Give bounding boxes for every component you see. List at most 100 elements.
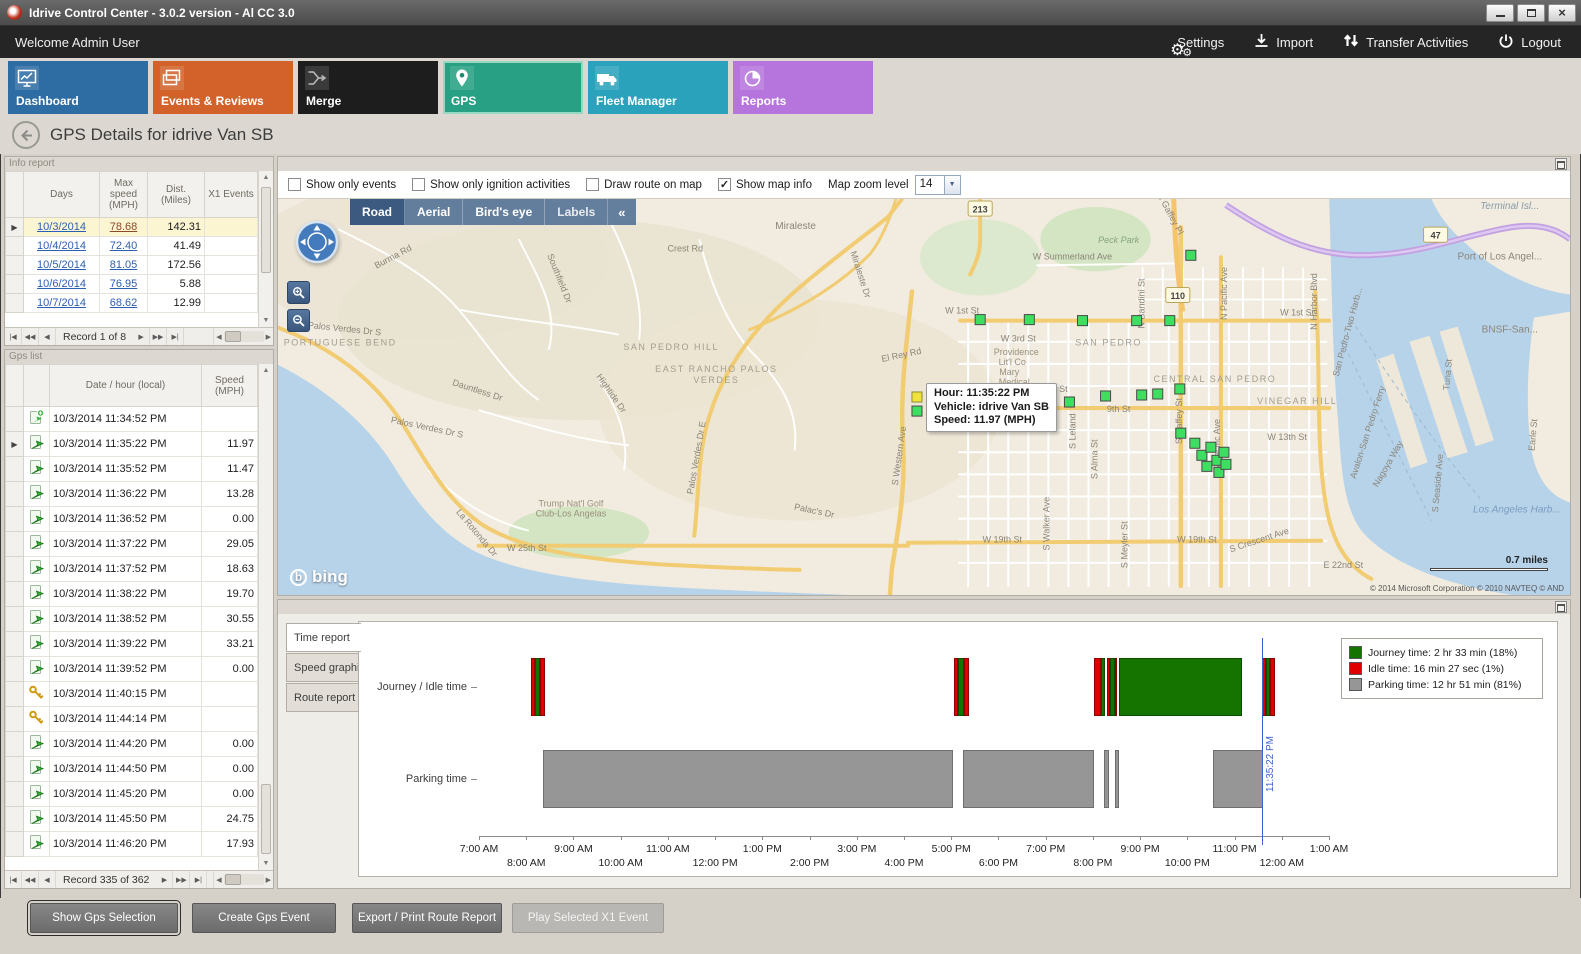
gps-marker-green[interactable] xyxy=(1152,388,1164,400)
gps-list-row[interactable]: 10/3/2014 11:36:52 PM 0.00 xyxy=(5,506,258,532)
gps-marker-green[interactable] xyxy=(1185,249,1197,261)
max-speed-link[interactable]: 72.40 xyxy=(99,236,148,256)
chart-maximize-button[interactable] xyxy=(1555,601,1567,613)
col-dist[interactable]: Dist. (Miles) xyxy=(147,171,205,218)
col-max-speed[interactable]: Max speed (MPH) xyxy=(99,171,148,218)
scroll-thumb[interactable] xyxy=(261,187,271,273)
col-datetime[interactable]: Date / hour (local) xyxy=(49,364,202,407)
gps-vertical-scrollbar[interactable]: ▲ ▼ xyxy=(258,364,273,870)
col-x1-events[interactable]: X1 Events xyxy=(204,171,258,218)
chart-cursor[interactable]: 11:35:22 PM xyxy=(1262,638,1276,845)
info-vertical-scrollbar[interactable]: ▲ ▼ xyxy=(258,171,273,327)
next-page-button[interactable] xyxy=(150,328,168,345)
gps-list-row[interactable]: 10/3/2014 11:45:50 PM 24.75 xyxy=(5,806,258,832)
gps-marker-green[interactable] xyxy=(1201,460,1213,472)
day-link[interactable]: 10/7/2014 xyxy=(23,293,100,313)
map-style-road[interactable]: Road xyxy=(350,199,405,225)
scroll-left-icon[interactable]: ◀ xyxy=(216,876,222,884)
gps-list-row[interactable]: 10/3/2014 11:38:22 PM 19.70 xyxy=(5,581,258,607)
gps-list-row[interactable]: 10/3/2014 11:37:52 PM 18.63 xyxy=(5,556,258,582)
gps-list-row[interactable]: 10/3/2014 11:35:52 PM 11.47 xyxy=(5,456,258,482)
gps-marker-green[interactable] xyxy=(1205,441,1217,453)
checkbox-box[interactable]: ✓ xyxy=(717,178,731,191)
prev-record-button[interactable] xyxy=(39,328,56,345)
gps-marker-green[interactable] xyxy=(1136,389,1148,401)
info-hscrollbar[interactable]: ◀ ▶ xyxy=(213,328,273,345)
gps-marker-yellow[interactable] xyxy=(911,391,923,403)
last-record-button[interactable] xyxy=(190,871,208,888)
gps-list-row[interactable]: 10/3/2014 11:37:22 PM 29.05 xyxy=(5,531,258,557)
next-page-button[interactable] xyxy=(173,871,191,888)
maximize-button[interactable] xyxy=(1517,3,1545,22)
gps-list-row[interactable]: 10/3/2014 11:44:14 PM xyxy=(5,706,258,732)
scroll-left-icon[interactable]: ◀ xyxy=(216,333,222,341)
scroll-down-icon[interactable]: ▼ xyxy=(262,860,270,867)
gps-marker-green[interactable] xyxy=(1196,449,1208,461)
transfer-activities-button[interactable]: Transfer Activities xyxy=(1343,33,1468,51)
max-speed-link[interactable]: 78.68 xyxy=(99,217,148,237)
map-zoom-select[interactable]: 14 ▼ xyxy=(914,174,961,195)
prev-page-button[interactable] xyxy=(22,328,39,345)
scroll-up-icon[interactable]: ▲ xyxy=(262,174,270,181)
gps-hscrollbar[interactable]: ◀ ▶ xyxy=(213,871,273,888)
checkbox-show-only-ignition-activities[interactable]: Show only ignition activities xyxy=(412,178,570,191)
max-speed-link[interactable]: 68.62 xyxy=(99,293,148,313)
info-report-row[interactable]: 10/7/2014 68.62 12.99 xyxy=(5,293,258,313)
gps-marker-green[interactable] xyxy=(1164,315,1176,327)
gps-marker-green[interactable] xyxy=(1131,315,1143,327)
gps-list-row[interactable]: 10/3/2014 11:38:52 PM 30.55 xyxy=(5,606,258,632)
info-report-row[interactable]: ▶ 10/3/2014 78.68 142.31 xyxy=(5,217,258,237)
scroll-up-icon[interactable]: ▲ xyxy=(262,367,270,374)
gps-list-row[interactable]: 10/3/2014 11:40:15 PM xyxy=(5,681,258,707)
tab-dashboard[interactable]: Dashboard xyxy=(8,61,148,114)
show-gps-selection-button[interactable]: Show Gps Selection xyxy=(27,900,181,936)
gps-list-row[interactable]: 10/3/2014 11:44:50 PM 0.00 xyxy=(5,756,258,782)
first-record-button[interactable] xyxy=(5,328,22,345)
map-style-bird-s-eye[interactable]: Bird's eye xyxy=(463,199,546,225)
day-link[interactable]: 10/3/2014 xyxy=(23,217,100,237)
close-button[interactable]: × xyxy=(1548,3,1576,22)
day-link[interactable]: 10/4/2014 xyxy=(23,236,100,256)
checkbox-show-only-events[interactable]: Show only events xyxy=(288,178,396,191)
max-speed-link[interactable]: 76.95 xyxy=(99,274,148,294)
scroll-right-icon[interactable]: ▶ xyxy=(265,333,271,341)
scroll-down-icon[interactable]: ▼ xyxy=(262,317,270,324)
info-report-row[interactable]: 10/6/2014 76.95 5.88 xyxy=(5,274,258,294)
prev-record-button[interactable] xyxy=(39,871,56,888)
checkbox-draw-route-on-map[interactable]: Draw route on map xyxy=(586,178,702,191)
back-button[interactable] xyxy=(12,121,40,149)
zoom-out-button[interactable] xyxy=(287,309,310,332)
gps-list-row[interactable]: 10/3/2014 11:44:20 PM 0.00 xyxy=(5,731,258,757)
info-report-row[interactable]: 10/4/2014 72.40 41.49 xyxy=(5,236,258,256)
day-link[interactable]: 10/5/2014 xyxy=(23,255,100,275)
map-style-aerial[interactable]: Aerial xyxy=(405,199,464,225)
gps-list-row[interactable]: 10/3/2014 11:39:22 PM 33.21 xyxy=(5,631,258,657)
tab-gps[interactable]: GPS xyxy=(443,61,583,114)
gps-marker-green[interactable] xyxy=(1189,437,1201,449)
day-link[interactable]: 10/6/2014 xyxy=(23,274,100,294)
checkbox-box[interactable] xyxy=(412,178,426,191)
map-canvas[interactable]: 213 110 47 Miraleste Peck Park W Summerland … xyxy=(278,199,1570,595)
gps-marker-green[interactable] xyxy=(1175,427,1187,439)
tab-time-report[interactable]: Time report xyxy=(286,623,361,652)
map-maximize-button[interactable] xyxy=(1555,158,1567,170)
scroll-right-icon[interactable]: ▶ xyxy=(265,876,271,884)
tab-route-report[interactable]: Route report xyxy=(286,683,359,712)
gps-marker-green[interactable] xyxy=(1023,314,1035,326)
tab-fleet-manager[interactable]: Fleet Manager xyxy=(588,61,728,114)
gps-list-row[interactable]: 10/3/2014 11:46:20 PM 17.93 xyxy=(5,831,258,857)
checkbox-box[interactable] xyxy=(586,178,600,191)
gps-marker-green[interactable] xyxy=(1218,446,1230,458)
next-record-button[interactable] xyxy=(156,871,174,888)
checkbox-show-map-info[interactable]: ✓ Show map info xyxy=(717,178,813,191)
first-record-button[interactable] xyxy=(5,871,22,888)
gps-list-row[interactable]: 10/3/2014 11:34:52 PM xyxy=(5,406,258,432)
gps-marker-green[interactable] xyxy=(1220,458,1232,470)
gps-marker-green[interactable] xyxy=(1100,390,1112,402)
tab-speed-graphic[interactable]: Speed graphic xyxy=(286,653,359,682)
gps-list-row[interactable]: 10/3/2014 11:36:22 PM 13.28 xyxy=(5,481,258,507)
prev-page-button[interactable] xyxy=(22,871,39,888)
gps-list-row[interactable]: ▶ 10/3/2014 11:35:22 PM 11.97 xyxy=(5,431,258,457)
minimize-button[interactable] xyxy=(1486,3,1514,22)
gps-marker-green[interactable] xyxy=(911,405,923,417)
